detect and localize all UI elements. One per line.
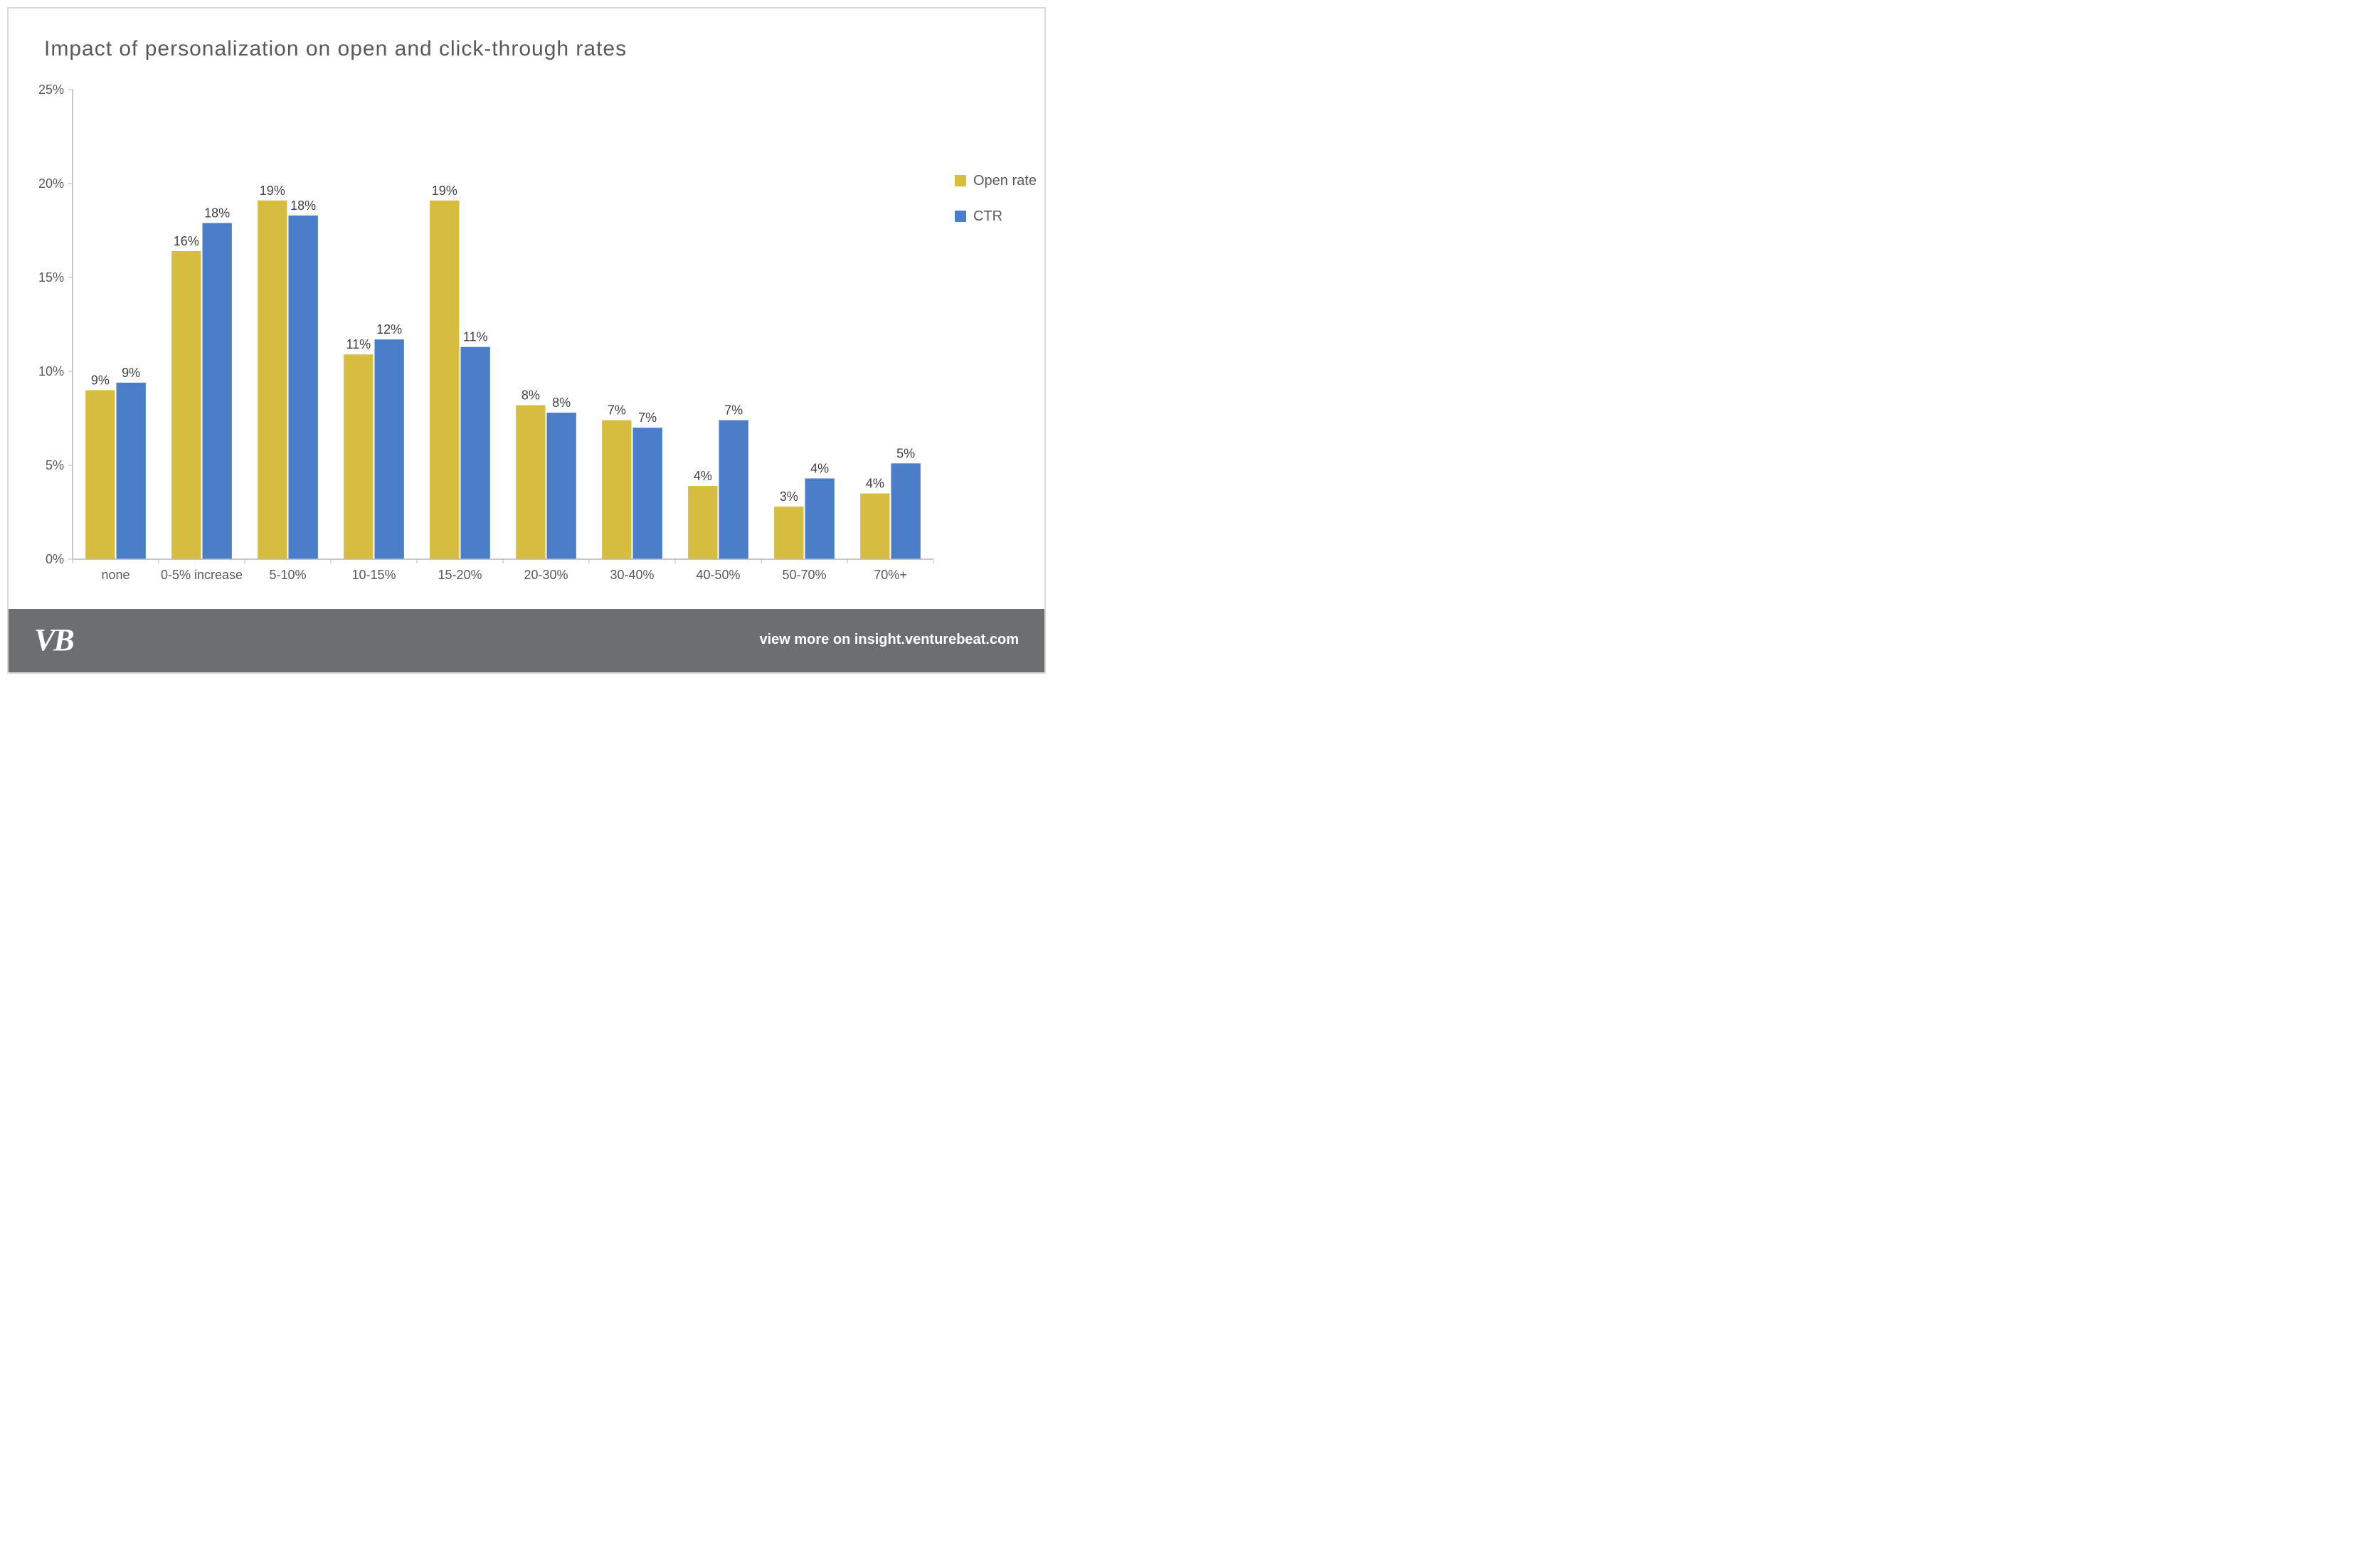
bar-value-label: 4%	[694, 469, 712, 483]
bar-value-label: 4%	[810, 461, 829, 475]
bar-value-label: 19%	[260, 184, 285, 198]
bar-value-label: 5%	[896, 446, 915, 460]
bar	[719, 420, 748, 559]
bar	[344, 354, 373, 559]
bar	[860, 494, 889, 559]
legend-label: Open rate	[973, 173, 1037, 189]
x-tick-label: 40-50%	[696, 568, 740, 582]
bar-value-label: 7%	[608, 403, 626, 418]
bar	[289, 216, 318, 559]
chart-area: Impact of personalization on open and cl…	[9, 9, 1044, 609]
bar	[774, 507, 803, 559]
legend-label: CTR	[973, 208, 1002, 224]
x-tick-label: 0-5% increase	[161, 568, 243, 582]
bar-value-label: 11%	[463, 330, 488, 344]
bar	[117, 383, 146, 559]
footer-bar: VB view more on insight.venturebeat.com	[9, 609, 1044, 672]
y-tick-label: 25%	[38, 83, 64, 97]
bar	[805, 478, 835, 559]
bar	[375, 339, 404, 559]
bar	[547, 413, 576, 559]
footer-link[interactable]: view more on insight.venturebeat.com	[759, 632, 1019, 648]
bar	[85, 390, 115, 559]
bar	[516, 406, 545, 559]
bar	[258, 201, 287, 559]
bar-value-label: 9%	[91, 373, 110, 387]
x-tick-label: 50-70%	[782, 568, 826, 582]
x-tick-label: 70%+	[874, 568, 907, 582]
x-tick-label: none	[101, 568, 129, 582]
bar-value-label: 18%	[204, 206, 230, 220]
bar-value-label: 19%	[432, 184, 457, 198]
y-tick-label: 0%	[46, 552, 64, 566]
bar	[633, 428, 662, 559]
y-tick-label: 20%	[38, 176, 64, 191]
bar-chart: 0% 5% 10% 15% 20% 25% 9% 9% none 16% 18% 0-5% incre…	[30, 83, 1054, 602]
x-tick-label: 15-20%	[438, 568, 482, 582]
x-tick-label: 20-30%	[524, 568, 568, 582]
bar-value-label: 11%	[346, 337, 371, 351]
vb-logo: VB	[34, 622, 73, 658]
bar	[891, 463, 921, 559]
x-tick-label: 10-15%	[351, 568, 396, 582]
y-tick-label: 5%	[46, 458, 64, 472]
bar	[171, 251, 201, 559]
legend-swatch	[955, 211, 966, 222]
chart-title: Impact of personalization on open and cl…	[44, 37, 1023, 61]
bar-value-label: 4%	[866, 477, 884, 491]
bar	[430, 201, 459, 559]
x-tick-label: 5-10%	[269, 568, 306, 582]
bar-value-label: 18%	[290, 198, 316, 213]
bar-value-label: 3%	[780, 489, 798, 504]
y-tick-label: 10%	[38, 364, 64, 378]
bar	[688, 486, 717, 559]
y-tick-label: 15%	[38, 270, 64, 285]
bar	[461, 347, 490, 559]
bar-value-label: 12%	[376, 322, 402, 337]
bar-value-label: 8%	[521, 388, 540, 403]
chart-card: Impact of personalization on open and cl…	[7, 7, 1046, 674]
x-tick-label: 30-40%	[610, 568, 654, 582]
bar-value-label: 9%	[122, 366, 140, 380]
bar	[602, 420, 631, 559]
legend-swatch	[955, 175, 966, 186]
bar-value-label: 7%	[724, 403, 743, 418]
bar	[203, 223, 232, 559]
bar-value-label: 8%	[552, 396, 571, 410]
bar-value-label: 7%	[638, 410, 657, 425]
bar-value-label: 16%	[174, 234, 199, 248]
